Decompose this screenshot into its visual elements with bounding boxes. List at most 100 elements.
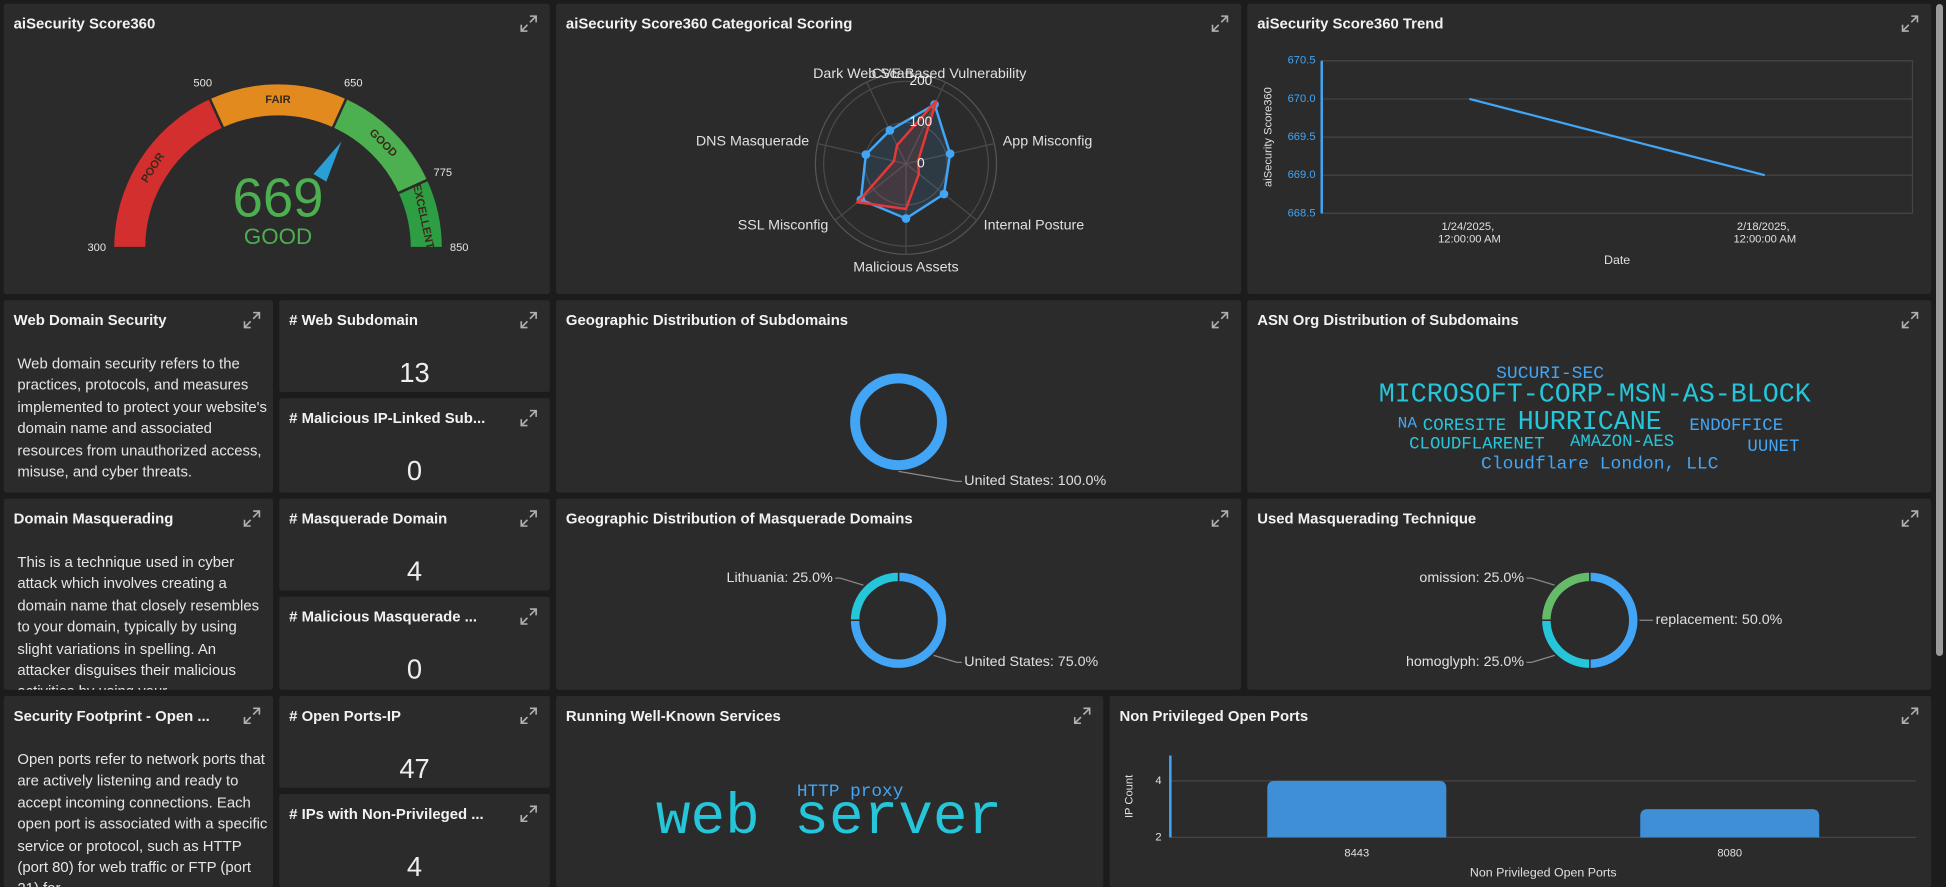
expand-button[interactable]: [1211, 15, 1229, 32]
gauge-rating: GOOD: [244, 224, 312, 249]
expand-icon: [1901, 707, 1919, 725]
panel: # Web Subdomain 13: [279, 300, 550, 393]
panel: CVE Based Vulnerability App Misconfig Inte…: [555, 3, 1242, 295]
metric-value: 4: [406, 555, 423, 587]
expand-button[interactable]: [1211, 510, 1229, 527]
expand-icon: [243, 707, 261, 725]
radar-spoke: [866, 81, 907, 165]
word: AMAZON-AES: [1570, 433, 1674, 452]
expand-button[interactable]: [520, 15, 537, 32]
radar-point: [885, 126, 895, 135]
word: SUCURI-SEC: [1496, 364, 1604, 384]
expand-button[interactable]: [1901, 15, 1919, 32]
radar-category: Dark Web Scan: [813, 66, 913, 82]
panel-title: aiSecurity Score360 Trend: [1257, 14, 1444, 33]
x-tick-label: 1/24/2025, 12:00:00 AM: [1438, 221, 1501, 245]
expand-button[interactable]: [1901, 510, 1919, 527]
expand-button[interactable]: [520, 707, 537, 725]
panel: # Masquerade Domain 4: [279, 498, 550, 591]
expand-button[interactable]: [520, 409, 537, 427]
panel-title: Used Masquerading Technique: [1257, 509, 1477, 528]
expand-button[interactable]: [243, 707, 261, 725]
radar-point: [901, 214, 911, 223]
gauge-needle: [313, 141, 342, 182]
x-axis-label: Date: [1604, 253, 1630, 267]
panel-title: Web Domain Security: [13, 311, 167, 329]
panel: 668.5 669.0 669.5 670.0 670.5 1/24/2025, 12:0…: [1247, 3, 1932, 295]
expand-button[interactable]: [1073, 707, 1091, 725]
expand-button[interactable]: [1901, 311, 1919, 329]
x-tick-line: 12:00:00 AM: [1733, 233, 1796, 245]
panel: replacement: 50.0% homoglyph: 25.0% omissi…: [1247, 498, 1932, 690]
radar-spoke: [905, 81, 946, 165]
gauge-tick-label: 775: [434, 167, 453, 179]
y-tick-label: 668.5: [1288, 207, 1316, 219]
y-tick-label: 670.5: [1288, 55, 1316, 67]
radar-point: [939, 189, 949, 199]
panel-title: Non Privileged Open Ports: [1119, 707, 1309, 725]
chart: 2 4 8443 8080 Non Privileged Open Ports IP Co…: [1123, 755, 1917, 880]
expand-button[interactable]: [520, 510, 537, 527]
radar-spoke: [834, 163, 907, 221]
radar-point: [861, 150, 871, 159]
metric-value: 4: [406, 851, 423, 883]
metric-value: 47: [399, 753, 430, 785]
x-tick-label: 2/18/2025, 12:00:00 AM: [1733, 221, 1796, 245]
panel: United States: 100.0% Geographic Distribu…: [555, 300, 1242, 493]
expand-icon: [1211, 311, 1229, 329]
word: CLOUDFLARENET: [1409, 436, 1544, 455]
expand-icon: [1901, 15, 1919, 32]
slice-label: United States: 75.0%: [964, 654, 1098, 670]
expand-button[interactable]: [1901, 707, 1919, 725]
word: HTTP proxy: [797, 782, 904, 802]
donut-slice: [849, 571, 900, 622]
expand-icon: [520, 409, 537, 427]
x-tick-line: 1/24/2025,: [1441, 221, 1497, 233]
expand-button[interactable]: [243, 311, 261, 329]
expand-icon: [1901, 311, 1919, 329]
expand-button[interactable]: [520, 311, 537, 329]
radar-category: App Misconfig: [1003, 133, 1093, 149]
panel-title: # Open Ports-IP: [289, 707, 401, 725]
expand-icon: [520, 311, 537, 329]
panel: United States: 75.0% Lithuania: 25.0% Geog…: [555, 498, 1242, 690]
chart: replacement: 50.0% homoglyph: 25.0% omissi…: [1406, 570, 1783, 670]
radar-category: Internal Posture: [984, 217, 1085, 233]
gauge-tick-label: 650: [344, 77, 363, 89]
panel: HTTP proxy web server Running Well-Known S…: [555, 695, 1104, 887]
panel: 2 4 8443 8080 Non Privileged Open Ports IP Co…: [1109, 695, 1932, 887]
chart: CVE Based Vulnerability App Misconfig Inte…: [696, 66, 1093, 276]
panel-title: # IPs with Non-Privileged ...: [289, 805, 484, 823]
expand-button[interactable]: [243, 510, 261, 527]
slice-label: omission: 25.0%: [1419, 570, 1524, 586]
gauge-tick-label: 500: [193, 77, 212, 89]
panel-title: # Web Subdomain: [289, 311, 418, 329]
expand-button[interactable]: [520, 608, 537, 625]
expand-button[interactable]: [1211, 311, 1229, 329]
radar-category: SSL Misconfig: [738, 217, 829, 233]
panel-title: # Malicious IP-Linked Sub...: [289, 409, 486, 427]
x-tick-label: 8443: [1344, 847, 1369, 859]
radar-tick-label: 100: [910, 114, 933, 129]
gauge-tick-label: 300: [87, 242, 106, 254]
metric-value: 13: [399, 357, 430, 389]
scrollbar-thumb[interactable]: [1936, 4, 1943, 656]
expand-icon: [520, 15, 537, 32]
word: ENDOFFICE: [1689, 417, 1783, 436]
expand-button[interactable]: [520, 805, 537, 823]
expand-icon: [1901, 510, 1919, 527]
slice-label: Lithuania: 25.0%: [727, 570, 834, 586]
x-tick-line: 2/18/2025,: [1737, 221, 1793, 233]
leader-line: [835, 577, 864, 586]
y-tick-label: 670.0: [1288, 93, 1316, 105]
y-tick-label: 669.5: [1288, 131, 1316, 143]
radar-point: [945, 149, 955, 159]
donut-slice: [1540, 571, 1591, 622]
donut-slice: [850, 373, 947, 471]
x-tick-label: 8080: [1717, 847, 1742, 859]
expand-icon: [520, 805, 537, 823]
expand-icon: [1073, 707, 1091, 725]
panel-title: aiSecurity Score360 Categorical Scoring: [565, 14, 853, 33]
expand-icon: [520, 608, 537, 625]
